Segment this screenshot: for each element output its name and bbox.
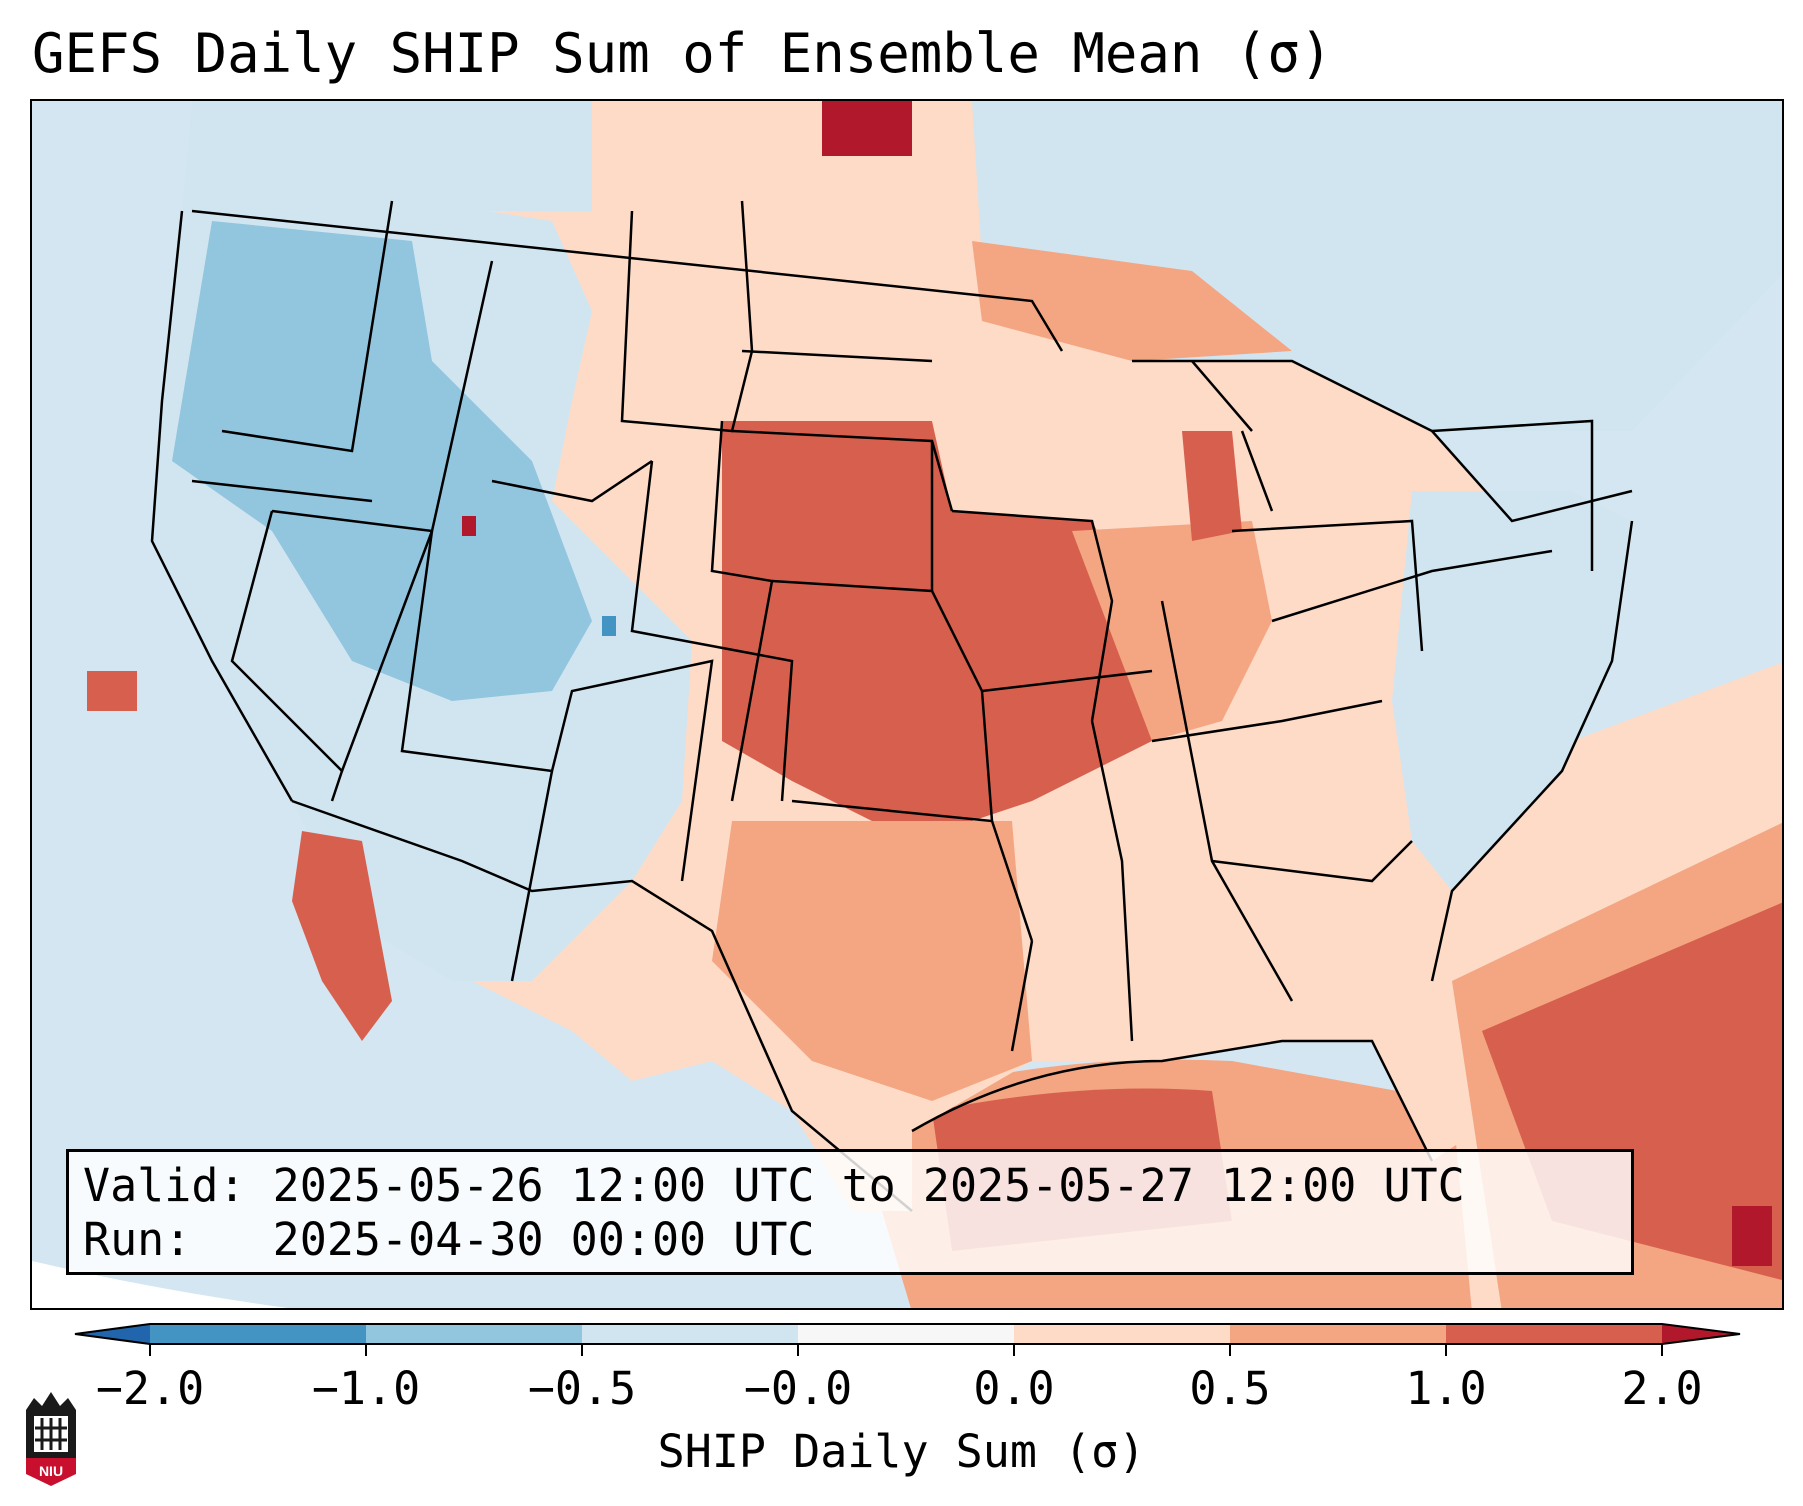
colorado-spot bbox=[602, 616, 616, 636]
saskatchewan-extreme bbox=[822, 101, 912, 156]
colorbar-bin-7 bbox=[1446, 1324, 1662, 1344]
colorbar-bin-3 bbox=[582, 1324, 798, 1344]
colorbar-tick-label: 1.0 bbox=[1405, 1362, 1487, 1415]
shaded-map bbox=[32, 101, 1782, 1308]
map-title: GEFS Daily SHIP Sum of Ensemble Mean (σ) bbox=[32, 22, 1333, 85]
colorbar-bin-2 bbox=[366, 1324, 582, 1344]
utah-spot bbox=[462, 516, 476, 536]
valid-line: Valid: 2025-05-26 12:00 UTC to 2025-05-2… bbox=[83, 1159, 1617, 1213]
valid-label: Valid: bbox=[83, 1159, 246, 1212]
colorbar-tick-label: 0.0 bbox=[973, 1362, 1055, 1415]
map-panel bbox=[30, 99, 1784, 1310]
colorbar-bin-1 bbox=[150, 1324, 366, 1344]
borders bbox=[150, 200, 1634, 1212]
colorbar-max-extend bbox=[1662, 1324, 1740, 1344]
run-label: Run: bbox=[83, 1213, 192, 1266]
colorbar-tick-label: 2.0 bbox=[1621, 1362, 1703, 1415]
colorbar-label: SHIP Daily Sum (σ) bbox=[657, 1425, 1146, 1478]
colorbar-bin-5 bbox=[1014, 1324, 1230, 1344]
colorbar-tick-label: −2.0 bbox=[95, 1362, 205, 1415]
colorbar-tick-label: −0.5 bbox=[527, 1362, 637, 1415]
canada-land bbox=[182, 101, 1782, 431]
colorbar-tick-label: −1.0 bbox=[311, 1362, 421, 1415]
east-cool bbox=[1392, 491, 1632, 891]
caribbean-extreme bbox=[1732, 1206, 1772, 1266]
colorbar-tick-label: 0.5 bbox=[1189, 1362, 1271, 1415]
valid-run-info-box: Valid: 2025-05-26 12:00 UTC to 2025-05-2… bbox=[66, 1149, 1634, 1275]
valid-value: 2025-05-26 12:00 UTC to 2025-05-27 12:00… bbox=[272, 1159, 1465, 1212]
run-value: 2025-04-30 00:00 UTC bbox=[272, 1213, 815, 1266]
west-coast bbox=[150, 210, 294, 802]
baja-anomaly bbox=[292, 831, 392, 1041]
us-mexico-border bbox=[291, 799, 913, 1212]
pacific-spot bbox=[87, 671, 137, 711]
logo-text: NIU bbox=[39, 1463, 63, 1479]
colorbar-tick-label: −0.0 bbox=[743, 1362, 853, 1415]
colorbar-ticks bbox=[149, 1344, 1663, 1356]
west-cool-strong bbox=[172, 221, 592, 701]
ohio-valley-anomaly bbox=[1072, 521, 1272, 741]
colorbar-bin-4 bbox=[798, 1324, 1014, 1344]
niu-logo: NIU bbox=[26, 1392, 76, 1486]
colorbar-min-extend bbox=[75, 1324, 150, 1344]
ontario-anomaly bbox=[972, 241, 1292, 361]
east-coast bbox=[1430, 520, 1634, 982]
us-canada-border bbox=[191, 209, 1064, 352]
run-line: Run: 2025-04-30 00:00 UTC bbox=[83, 1213, 1617, 1267]
gulf-coast bbox=[911, 1039, 1434, 1162]
projection-edge-left bbox=[32, 1261, 289, 1308]
texas-anomaly bbox=[712, 821, 1032, 1101]
lake-michigan-anomaly bbox=[1182, 431, 1242, 541]
colorbar-bin-6 bbox=[1230, 1324, 1446, 1344]
colorbar bbox=[74, 1323, 1741, 1356]
plains-anomaly-strong bbox=[722, 421, 1152, 841]
